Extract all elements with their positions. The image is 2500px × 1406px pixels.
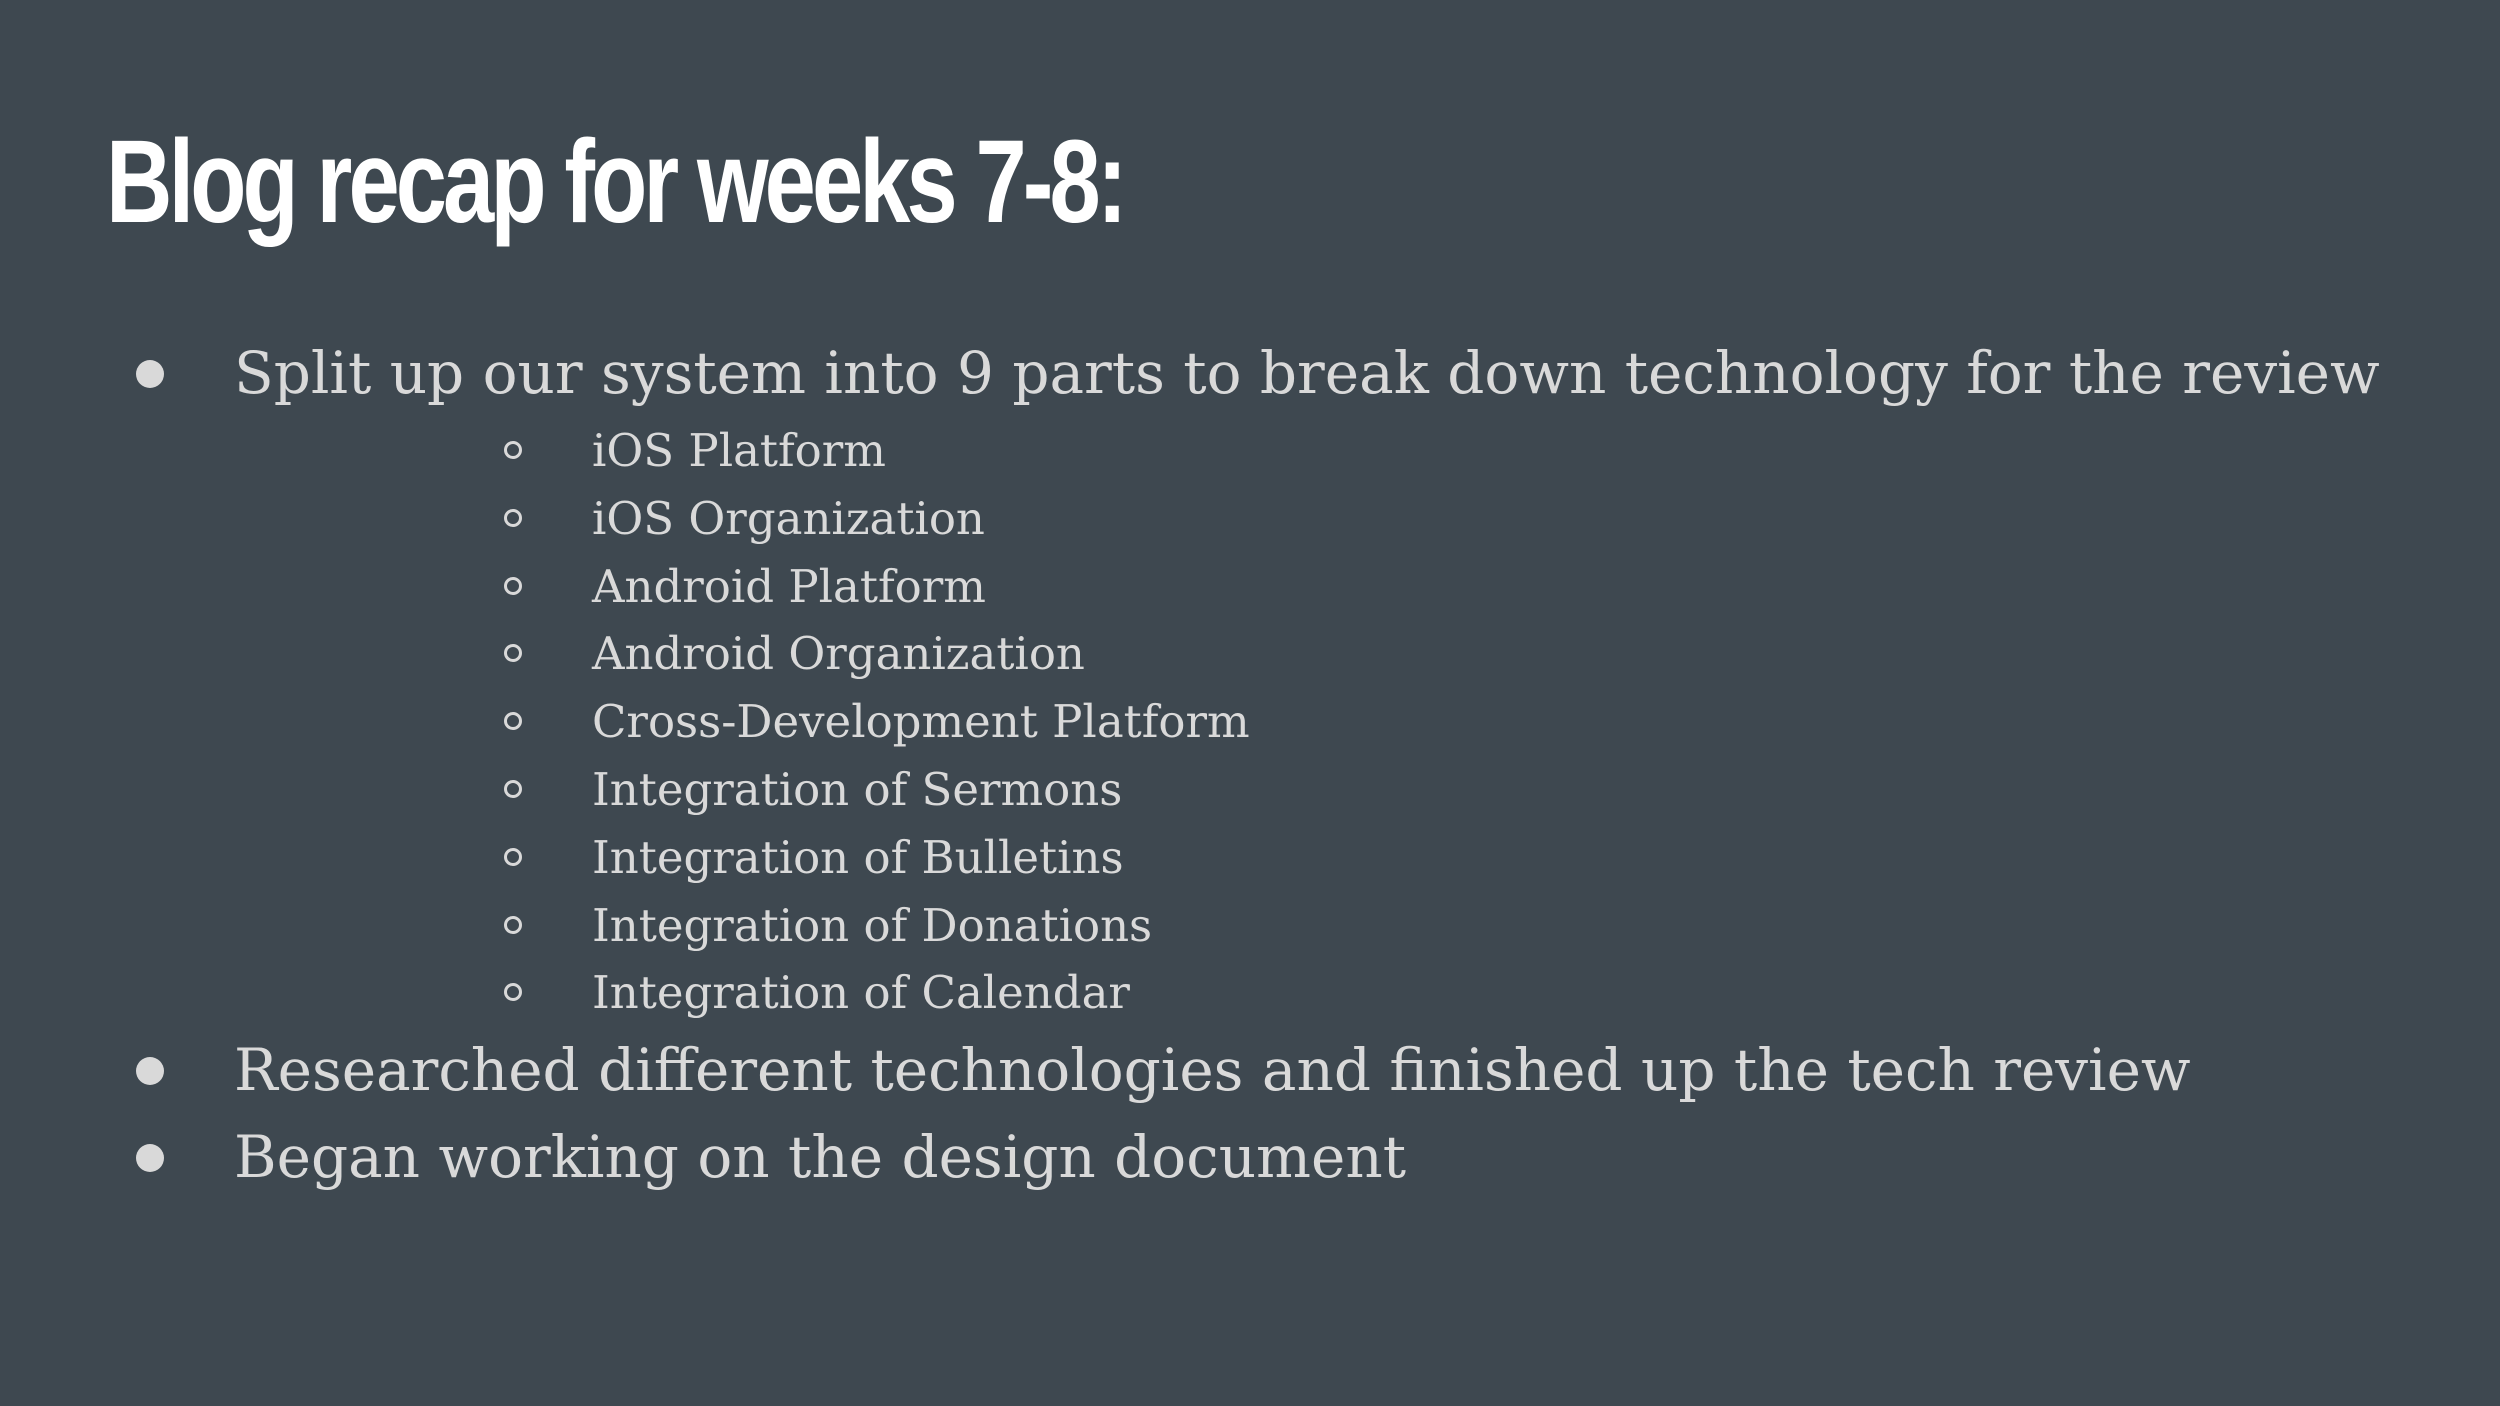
sub-bullet-item: iOS Organization xyxy=(234,485,2380,553)
bullet-ring-icon xyxy=(504,915,522,934)
slide-title: Blog recap for weeks 7-8: xyxy=(106,116,1127,248)
sub-bullet-item: Integration of Donations xyxy=(234,892,2380,960)
sub-bullet-list: iOS Platform iOS Organization Android Pl… xyxy=(234,417,2380,1027)
bullet-ring-icon xyxy=(504,712,522,731)
sub-bullet-text: Android Platform xyxy=(592,559,986,613)
sub-bullet-item: Android Platform xyxy=(234,553,2380,621)
bullet-ring-icon xyxy=(504,441,522,459)
sub-bullet-text: Android Organization xyxy=(592,627,1085,681)
bullet-text: Began working on the design document xyxy=(234,1123,1407,1192)
bullet-text: Researched different technologies and fi… xyxy=(234,1036,2191,1105)
sub-bullet-text: Integration of Bulletins xyxy=(592,830,1124,884)
bullet-text: Split up our system into 9 parts to brea… xyxy=(234,339,2380,407)
bullet-item: Researched different technologies and fi… xyxy=(0,1027,2380,1114)
bullet-dot-icon xyxy=(136,360,164,388)
bullet-ring-icon xyxy=(504,576,522,595)
bullet-list: Split up our system into 9 parts to brea… xyxy=(0,330,2380,1201)
bullet-ring-icon xyxy=(504,779,522,798)
sub-bullet-item: Cross-Development Platform xyxy=(234,688,2380,756)
sub-bullet-item: Integration of Sermons xyxy=(234,756,2380,824)
sub-bullet-text: Integration of Sermons xyxy=(592,762,1123,816)
bullet-ring-icon xyxy=(504,508,522,527)
sub-bullet-text: Integration of Calendar xyxy=(592,966,1130,1020)
sub-bullet-text: iOS Organization xyxy=(592,491,985,545)
sub-bullet-text: Cross-Development Platform xyxy=(592,695,1250,749)
bullet-ring-icon xyxy=(504,644,522,663)
sub-bullet-text: Integration of Donations xyxy=(592,898,1153,952)
sub-bullet-item: Integration of Calendar xyxy=(234,959,2380,1027)
sub-bullet-item: Android Organization xyxy=(234,620,2380,688)
bullet-dot-icon xyxy=(136,1057,164,1086)
bullet-ring-icon xyxy=(504,983,522,1002)
sub-bullet-item: iOS Platform xyxy=(234,417,2380,485)
bullet-item: Began working on the design document xyxy=(0,1114,2380,1201)
sub-bullet-text: iOS Platform xyxy=(592,424,886,477)
bullet-item: Split up our system into 9 parts to brea… xyxy=(0,330,2380,1027)
sub-bullet-item: Integration of Bulletins xyxy=(234,824,2380,892)
bullet-ring-icon xyxy=(504,847,522,866)
bullet-dot-icon xyxy=(136,1144,164,1173)
